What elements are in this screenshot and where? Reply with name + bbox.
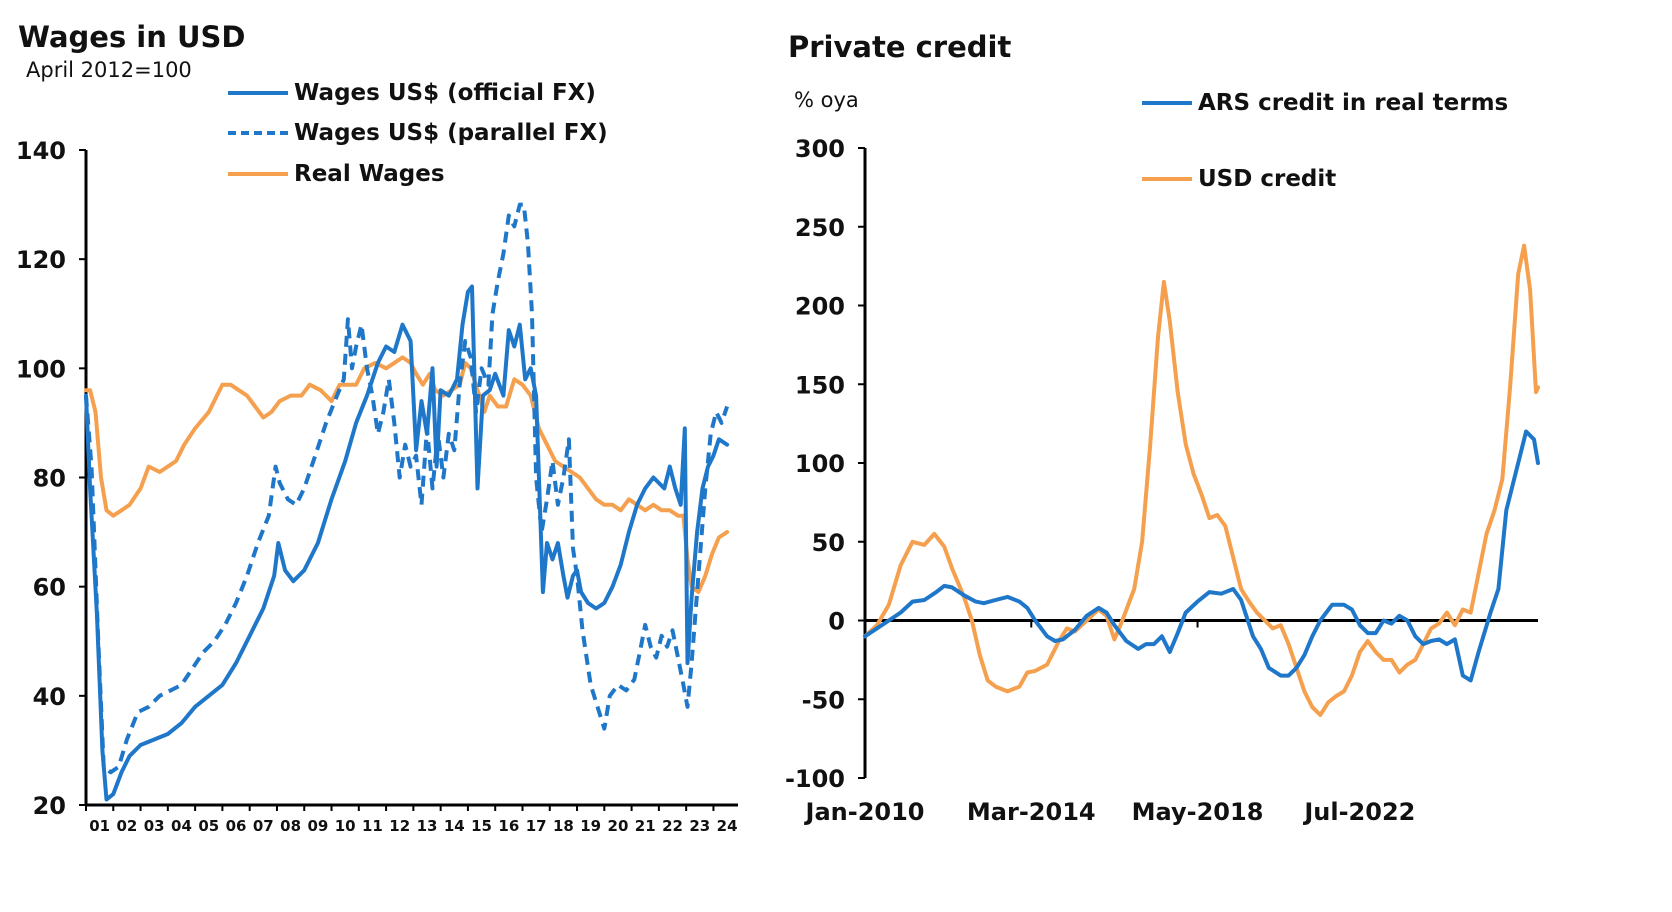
legend-label-ars-credit: ARS credit in real terms	[1198, 90, 1509, 116]
credit-chart-panel: Private credit % oya ARS credit in real …	[785, 0, 1672, 912]
x-tick-label: 17	[526, 817, 547, 835]
legend-label-real-wages: Real Wages	[294, 161, 445, 187]
x-tick-label: 19	[580, 817, 601, 835]
y-tick-label: -100	[785, 765, 845, 793]
legend-item-wages-parallel: Wages US$ (parallel FX)	[228, 118, 608, 148]
x-tick-label: Jul-2022	[1302, 798, 1415, 826]
x-tick-label: 09	[307, 817, 328, 835]
y-tick-label: 140	[16, 137, 66, 165]
y-tick-label: 80	[33, 465, 66, 493]
legend-item-usd-credit: USD credit	[1142, 164, 1336, 194]
series-line-usd-credit	[863, 243, 1540, 717]
x-tick-label: 05	[198, 817, 219, 835]
x-tick-label: 14	[444, 817, 465, 835]
x-tick-label: 01	[89, 817, 110, 835]
x-tick-label: 21	[635, 817, 656, 835]
y-tick-label: 100	[795, 450, 845, 478]
x-tick-label: Jan-2010	[804, 798, 925, 826]
x-tick-label: 20	[608, 817, 629, 835]
x-tick-label: 04	[171, 817, 192, 835]
credit-chart-plot: -100 -50 0 50 100 150 200 250 300 Jan-2010 Mar-201…	[785, 135, 1540, 826]
x-tick-label: 02	[116, 817, 137, 835]
y-tick-label: 60	[33, 574, 66, 602]
x-tick-label: 03	[144, 817, 165, 835]
x-tick-label: 06	[226, 817, 247, 835]
wages-chart-panel: Wages in USD April 2012=100 Wages US$ (o…	[0, 0, 820, 912]
y-tick-label: 50	[812, 529, 845, 557]
legend-swatch-usd-credit	[1142, 177, 1192, 181]
y-tick-label: 20	[33, 792, 66, 820]
y-tick-label: 250	[795, 214, 845, 242]
y-tick-label: 200	[795, 293, 845, 321]
y-tick-label: 120	[16, 246, 66, 274]
legend-label-wages-parallel: Wages US$ (parallel FX)	[294, 120, 608, 146]
x-tick-label: 24	[717, 817, 738, 835]
y-tick-label: 150	[795, 371, 845, 399]
series-line-wages-us-parallel-fx	[84, 202, 729, 775]
y-tick-label: 100	[16, 355, 66, 383]
x-tick-label: 13	[417, 817, 438, 835]
y-tick-label: 40	[33, 683, 66, 711]
series-line-real-wages	[84, 355, 730, 595]
legend-label-usd-credit: USD credit	[1198, 166, 1337, 192]
legend-label-wages-official: Wages US$ (official FX)	[294, 80, 596, 106]
x-tick-label: 11	[362, 817, 383, 835]
legend-item-real-wages: Real Wages	[228, 159, 445, 189]
y-tick-label: -50	[802, 686, 845, 714]
legend-swatch-wages-parallel	[228, 131, 288, 135]
y-tick-label: 0	[828, 608, 845, 636]
legend-swatch-wages-official	[228, 91, 288, 95]
y-tick-label: 300	[795, 135, 845, 163]
x-tick-label: 16	[498, 817, 519, 835]
x-tick-label: May-2018	[1132, 798, 1264, 826]
x-tick-label: 18	[553, 817, 574, 835]
wages-chart-plot: 20 40 60 80 100 120 140 01 02 03 04 05 06 07 08 09 10 11 1…	[16, 137, 738, 835]
legend-item-wages-official: Wages US$ (official FX)	[228, 78, 596, 108]
x-tick-label: 08	[280, 817, 301, 835]
wages-chart-subtitle: April 2012=100	[26, 58, 192, 82]
series-line-wages-us-official-fx	[84, 284, 730, 802]
x-tick-label: Mar-2014	[967, 798, 1096, 826]
x-tick-label: 10	[335, 817, 356, 835]
x-tick-label: 12	[389, 817, 410, 835]
x-tick-label: 07	[253, 817, 274, 835]
x-tick-label: 15	[471, 817, 492, 835]
wages-chart-title: Wages in USD	[18, 20, 246, 54]
legend-item-ars-credit: ARS credit in real terms	[1142, 88, 1508, 118]
credit-chart-title: Private credit	[788, 30, 1012, 64]
legend-swatch-ars-credit	[1142, 101, 1192, 105]
legend-swatch-real-wages	[228, 172, 288, 176]
series-line-ars-credit-in-real-terms	[863, 429, 1540, 683]
x-tick-label: 23	[689, 817, 710, 835]
x-tick-label: 22	[662, 817, 683, 835]
credit-chart-ylabel: % oya	[794, 88, 859, 112]
